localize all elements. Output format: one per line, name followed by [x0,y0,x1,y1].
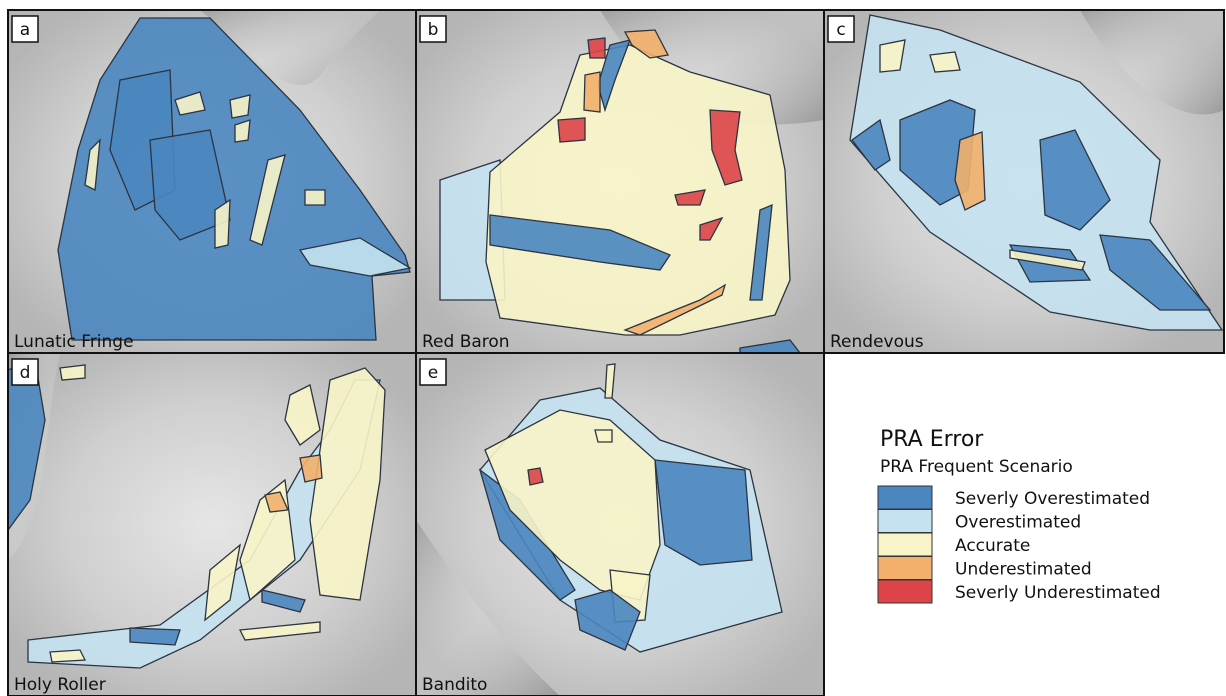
legend-label: Underestimated [955,560,1092,580]
map-panel [824,10,1224,353]
map-panel [416,10,824,353]
panel-letter: e [428,363,438,383]
legend-label: Overestimated [955,513,1081,533]
pra-area [60,365,85,380]
legend-swatch [878,557,932,580]
panel-letter: b [428,20,439,40]
panel-name: Bandito [422,675,487,695]
legend-label: Accurate [955,536,1030,556]
legend-subtitle: PRA Frequent Scenario [880,457,1073,477]
panel-name: Holy Roller [14,675,106,695]
panel-name: Lunatic Fringe [14,332,134,352]
map-panel [8,353,416,696]
pra-area [584,72,600,112]
legend-label: Severly Underestimated [955,583,1161,603]
panel-letter: d [20,363,31,383]
panel-name: Red Baron [422,332,510,352]
legend-swatch [878,510,932,533]
map-panel [8,10,416,353]
panel-letter: c [836,20,845,40]
pra-area [558,118,585,142]
legend-swatch [878,580,932,603]
pra-area [930,52,960,72]
panel-name: Rendevous [830,332,924,352]
pra-area [588,38,605,58]
pra-area [130,628,180,645]
legend-swatch [878,486,932,509]
pra-area [528,468,543,485]
figure: a Lunatic Fringe b Red Baron c Rendevous d Holy… [0,0,1226,696]
legend-label: Severly Overestimated [955,489,1150,509]
legend-swatch [878,533,932,556]
panel-letter: a [20,20,30,40]
pra-area [595,430,612,442]
map-panel [416,353,824,696]
pra-area [50,650,85,662]
legend: PRA Error PRA Frequent Scenario Severly Ov… [878,427,1161,603]
legend-title: PRA Error [880,427,984,452]
pra-area [305,190,325,205]
